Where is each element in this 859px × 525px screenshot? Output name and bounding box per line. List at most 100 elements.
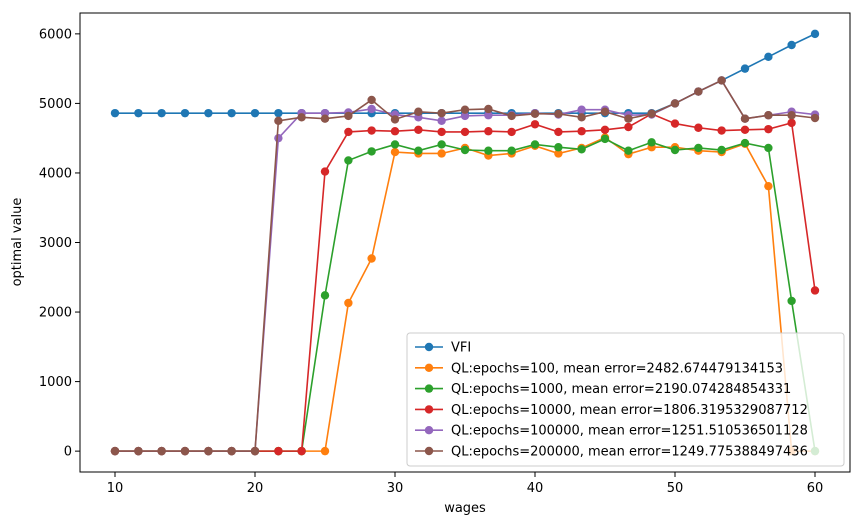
- data-point: [320, 114, 330, 123]
- legend-entry: QL:epochs=200000, mean error=1249.775388…: [451, 445, 808, 460]
- data-point: [507, 127, 516, 137]
- data-point: [344, 127, 353, 137]
- legend-entry: QL:epochs=1000, mean error=2190.07428485…: [451, 382, 791, 397]
- data-point: [484, 146, 493, 155]
- data-point: [390, 127, 400, 136]
- x-tick-label: 10: [107, 481, 124, 496]
- data-point: [484, 111, 493, 120]
- data-point: [717, 126, 726, 135]
- data-point: [367, 95, 376, 105]
- legend-swatch-marker: [424, 342, 434, 352]
- data-point: [554, 149, 563, 158]
- data-point: [694, 143, 703, 153]
- data-point: [507, 111, 516, 121]
- legend-entry: QL:epochs=10000, mean error=1806.3195329…: [451, 403, 808, 418]
- data-point: [274, 116, 283, 125]
- data-point: [647, 109, 656, 119]
- data-point: [624, 114, 633, 123]
- data-point: [764, 181, 773, 191]
- data-point: [787, 40, 796, 50]
- data-point: [414, 125, 423, 135]
- data-point: [157, 446, 166, 456]
- data-point: [810, 29, 820, 39]
- data-point: [180, 108, 190, 118]
- data-point: [344, 111, 353, 121]
- data-point: [250, 108, 260, 118]
- data-point: [274, 446, 283, 456]
- data-point: [204, 446, 213, 456]
- data-point: [460, 145, 470, 155]
- legend-entry: QL:epochs=100000, mean error=1251.510536…: [451, 424, 808, 439]
- legend-entry: QL:epochs=100, mean error=2482.674479134…: [451, 361, 783, 376]
- y-tick-label: 3000: [39, 236, 72, 251]
- data-point: [320, 291, 330, 300]
- data-point: [717, 145, 726, 155]
- data-point: [367, 254, 376, 263]
- series-5: [110, 76, 820, 456]
- y-tick-label: 4000: [39, 166, 72, 181]
- data-point: [577, 105, 586, 114]
- data-point: [764, 124, 773, 134]
- data-point: [600, 125, 610, 135]
- data-point: [367, 126, 376, 135]
- data-point: [110, 108, 120, 118]
- data-point: [460, 127, 470, 137]
- x-tick-label: 40: [527, 481, 544, 496]
- data-point: [694, 123, 703, 132]
- data-point: [530, 109, 540, 119]
- x-tick-label: 30: [387, 481, 404, 496]
- data-point: [577, 145, 586, 154]
- data-point: [297, 446, 306, 456]
- data-point: [624, 146, 633, 155]
- data-point: [717, 76, 726, 85]
- data-point: [810, 286, 820, 295]
- data-point: [787, 118, 796, 128]
- legend-swatch-marker: [424, 384, 434, 393]
- data-point: [787, 111, 796, 120]
- data-point: [670, 145, 680, 155]
- y-tick-label: 0: [64, 445, 72, 460]
- data-point: [600, 134, 610, 144]
- data-point: [554, 127, 563, 137]
- data-point: [437, 116, 446, 125]
- data-point: [600, 107, 610, 116]
- y-tick-label: 1000: [39, 375, 72, 390]
- data-point: [530, 120, 540, 129]
- data-point: [297, 113, 306, 122]
- legend-swatch-marker: [424, 363, 434, 372]
- x-tick-label: 60: [807, 481, 824, 496]
- data-point: [484, 104, 493, 114]
- data-point: [274, 133, 283, 143]
- data-point: [204, 108, 213, 118]
- data-point: [577, 127, 586, 136]
- data-point: [437, 140, 446, 149]
- data-point: [414, 146, 423, 155]
- data-point: [624, 122, 633, 132]
- data-point: [810, 113, 820, 123]
- data-point: [764, 52, 773, 62]
- data-point: [764, 111, 773, 120]
- data-point: [437, 149, 446, 158]
- data-point: [250, 446, 260, 456]
- data-point: [577, 113, 586, 122]
- legend-swatch-marker: [424, 426, 434, 435]
- data-point: [367, 147, 376, 156]
- data-point: [437, 108, 446, 118]
- y-tick-label: 6000: [39, 27, 72, 42]
- data-point: [134, 108, 143, 118]
- legend-swatch-marker: [424, 405, 434, 414]
- axes-layer: 10 20 30 40 50 60 0 1000 2000 3000 4000 5000 6000: [39, 27, 823, 496]
- x-tick-label: 20: [247, 481, 264, 496]
- data-point: [437, 127, 446, 137]
- legend: VFI QL:epochs=100, mean error=2482.674479…: [406, 332, 845, 467]
- data-point: [787, 296, 796, 306]
- data-point: [740, 125, 750, 135]
- data-point: [740, 114, 750, 123]
- legend-swatch-marker: [424, 446, 434, 456]
- data-point: [390, 140, 400, 149]
- data-point: [484, 127, 493, 136]
- data-point: [227, 108, 236, 118]
- data-point: [180, 446, 190, 456]
- data-point: [670, 99, 680, 108]
